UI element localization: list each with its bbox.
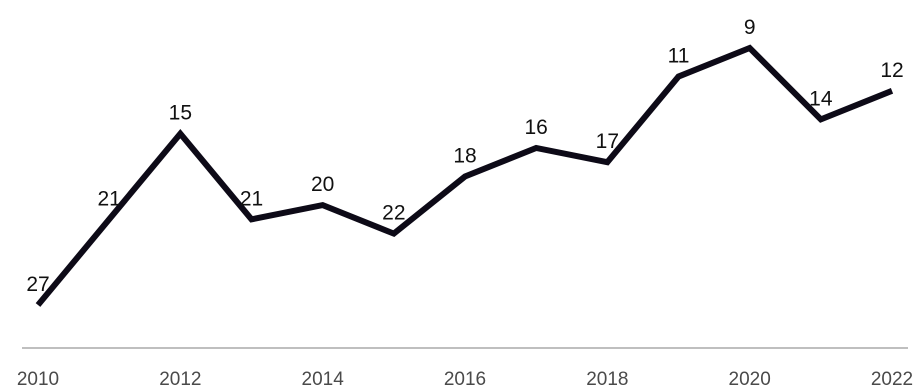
x-tick-label-2010: 2010 <box>17 369 59 388</box>
x-tick-label-2014: 2014 <box>302 369 345 388</box>
data-label-2021: 14 <box>809 87 833 110</box>
data-label-2020: 9 <box>744 16 756 39</box>
x-tick-label-2018: 2018 <box>586 369 628 388</box>
series-line <box>35 44 894 307</box>
data-label-2018: 17 <box>596 130 619 153</box>
data-label-2011: 21 <box>97 187 120 210</box>
x-tick-label-2012: 2012 <box>159 369 201 388</box>
data-label-2012: 15 <box>169 102 192 125</box>
data-label-2013: 21 <box>240 187 263 210</box>
x-tick-labels: 2010 2012 2014 2016 2018 2020 2022 <box>17 369 913 388</box>
data-label-2017: 16 <box>524 116 547 139</box>
data-label-2019: 11 <box>668 45 690 68</box>
x-tick-label-2022: 2022 <box>871 369 913 388</box>
data-labels: 27 21 15 21 20 22 18 16 17 11 9 14 12 <box>26 16 903 296</box>
data-label-2015: 22 <box>382 202 405 225</box>
data-label-2010: 27 <box>26 273 49 296</box>
x-tick-label-2020: 2020 <box>729 369 771 388</box>
x-tick-label-2016: 2016 <box>444 369 486 388</box>
data-label-2016: 18 <box>453 145 476 168</box>
data-label-2014: 20 <box>311 173 334 196</box>
data-label-2022: 12 <box>880 59 903 82</box>
